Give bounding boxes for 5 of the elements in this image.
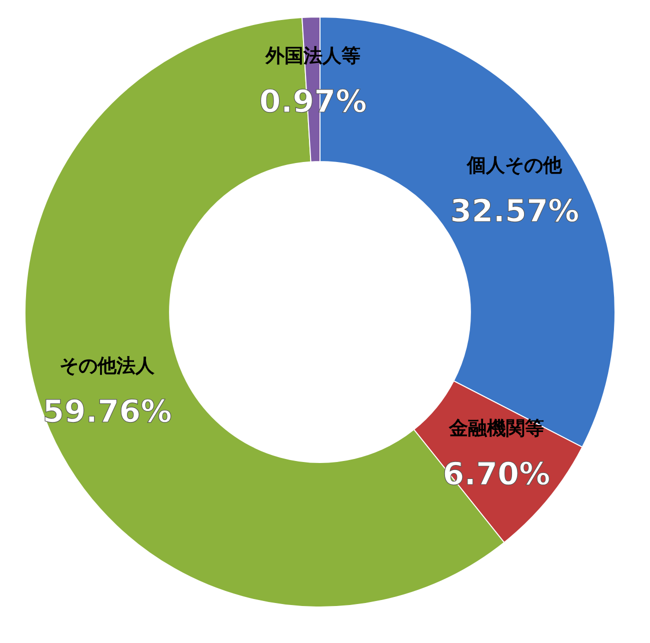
data-label: 59.76% — [42, 394, 172, 430]
slice-label: 金融機関等 — [448, 417, 544, 440]
slice-label: 個人その他 — [466, 154, 564, 176]
slice-label: その他法人 — [60, 354, 156, 377]
data-label: 32.57% — [450, 193, 580, 230]
